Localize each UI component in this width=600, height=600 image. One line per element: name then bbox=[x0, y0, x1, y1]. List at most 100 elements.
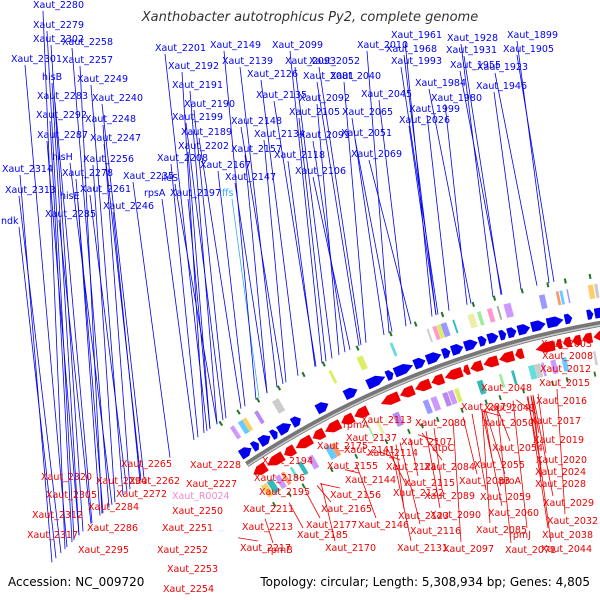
gene-label-top: Xaut_2148 bbox=[231, 116, 282, 127]
gene-label-top: Xaut_2279 bbox=[33, 20, 84, 31]
label-leader bbox=[187, 151, 211, 429]
gene-label-top: Xaut_2202 bbox=[178, 141, 229, 152]
category-block bbox=[559, 290, 565, 305]
forward-gene-arrow bbox=[392, 364, 413, 378]
forward-gene-arrow bbox=[545, 316, 564, 329]
gene-label-top: Xaut_2283 bbox=[37, 91, 88, 102]
category-block bbox=[566, 289, 571, 304]
label-leader bbox=[312, 176, 351, 350]
gene-label-top: hisH bbox=[52, 152, 73, 163]
gene-label-bottom: Xaut_2123 bbox=[398, 511, 449, 522]
label-leader bbox=[50, 44, 84, 532]
category-block bbox=[498, 373, 506, 388]
backbone-arc bbox=[245, 320, 600, 468]
gene-label-top: Xaut_2246 bbox=[103, 201, 154, 212]
category-block bbox=[237, 419, 250, 435]
label-leader bbox=[459, 70, 503, 295]
gene-label-bottom: Xaut_2003 bbox=[541, 339, 592, 350]
label-leader bbox=[403, 54, 437, 316]
forward-category-band bbox=[229, 283, 600, 440]
label-leader bbox=[368, 159, 412, 325]
label-leader bbox=[92, 164, 116, 503]
gene-label-bottom: Xaut_2252 bbox=[157, 545, 208, 556]
misc-feature-tick bbox=[565, 377, 569, 383]
gene-label-bottom: Xaut_2028 bbox=[535, 479, 586, 490]
label-leader bbox=[344, 469, 360, 474]
label-leader bbox=[264, 518, 274, 544]
misc-feature-tick bbox=[460, 407, 464, 413]
reverse-gene-arrow bbox=[470, 360, 484, 372]
gene-label-bottom: Xaut_2059 bbox=[480, 492, 531, 503]
reverse-gene-arrow bbox=[354, 405, 370, 419]
label-leader bbox=[263, 139, 287, 383]
category-block bbox=[281, 471, 292, 486]
label-leader bbox=[101, 103, 145, 478]
gene-label-bottom: Xaut_2211 bbox=[243, 504, 294, 515]
misc-feature-tick bbox=[436, 416, 440, 423]
gene-label-top: Xaut_2249 bbox=[77, 74, 128, 85]
label-leader bbox=[288, 502, 304, 529]
reverse-gene-arrow bbox=[431, 373, 446, 386]
label-leader bbox=[355, 463, 377, 519]
forward-gene-arrow bbox=[498, 329, 507, 341]
category-block bbox=[442, 391, 452, 407]
label-leader bbox=[316, 103, 340, 356]
category-block bbox=[503, 302, 514, 318]
misc-feature-tick bbox=[520, 288, 524, 294]
category-block bbox=[538, 294, 548, 310]
label-leader bbox=[444, 103, 468, 305]
gene-label-top: Xaut_2118 bbox=[274, 150, 325, 161]
label-leader bbox=[532, 394, 554, 497]
forward-gene-arrow bbox=[276, 423, 292, 436]
gene-label-top: Xaut_2191 bbox=[172, 80, 223, 91]
gene-label-top: Xaut_1993 bbox=[391, 56, 442, 67]
gene-label-top: Xaut_1980 bbox=[431, 93, 482, 104]
gene-label-bottom: Xaut_2305 bbox=[46, 490, 97, 501]
gene-label-bottom: Xaut_2048 bbox=[481, 383, 532, 394]
gene-label-top: ileS bbox=[161, 173, 178, 184]
gene-label-bottom: Xaut_2217 bbox=[240, 543, 291, 554]
reverse-gene-arrow bbox=[253, 462, 269, 475]
category-block bbox=[389, 342, 398, 357]
reverse-gene-arrow bbox=[295, 434, 314, 449]
gene-label-bottom: Xaut_2116 bbox=[410, 526, 461, 537]
gene-label-bottom: Xaut_2038 bbox=[542, 530, 593, 541]
inner-misc-ticks bbox=[272, 371, 597, 507]
gene-label-bottom: Xaut_2228 bbox=[190, 460, 241, 471]
category-block bbox=[367, 425, 375, 439]
gene-label-bottom: Xaut_2177 bbox=[306, 520, 357, 531]
label-leader bbox=[185, 122, 224, 421]
gene-label-top: Xaut_2314 bbox=[2, 164, 53, 175]
gene-label-bottom: Xaut_2251 bbox=[162, 523, 213, 534]
label-leader bbox=[46, 140, 80, 536]
category-block bbox=[422, 399, 433, 415]
misc-feature-tick bbox=[440, 311, 445, 318]
label-leader bbox=[428, 88, 472, 304]
misc-feature-tick bbox=[301, 483, 306, 489]
gene-label-bottom: Xaut_2262 bbox=[129, 476, 180, 487]
label-leader bbox=[556, 388, 566, 515]
category-block bbox=[555, 291, 562, 306]
gene-label-top: Xaut_2257 bbox=[62, 55, 113, 66]
misc-feature-tick bbox=[388, 331, 393, 337]
label-leader bbox=[462, 416, 478, 475]
category-block bbox=[272, 398, 286, 414]
gene-label-bottom: Xaut_2055 bbox=[474, 460, 525, 471]
misc-feature-tick bbox=[498, 395, 502, 401]
label-leader bbox=[530, 395, 552, 543]
reverse-genes bbox=[253, 331, 600, 475]
label-leader bbox=[399, 442, 421, 525]
label-leader bbox=[198, 137, 242, 409]
label-leader bbox=[316, 485, 332, 503]
gene-label-bottom: Xaut_2122 bbox=[393, 488, 444, 499]
label-leader bbox=[386, 448, 408, 487]
gene-label-bottom: Xaut_2175 bbox=[317, 441, 368, 452]
forward-gene-arrow bbox=[440, 347, 451, 359]
forward-gene-arrow bbox=[237, 447, 252, 460]
gene-label-top: Xaut_2147 bbox=[225, 172, 276, 183]
gene-label-top: Xaut_2135 bbox=[256, 90, 307, 101]
category-block bbox=[392, 411, 404, 427]
label-leader bbox=[287, 160, 316, 367]
forward-gene-arrow bbox=[593, 307, 600, 319]
